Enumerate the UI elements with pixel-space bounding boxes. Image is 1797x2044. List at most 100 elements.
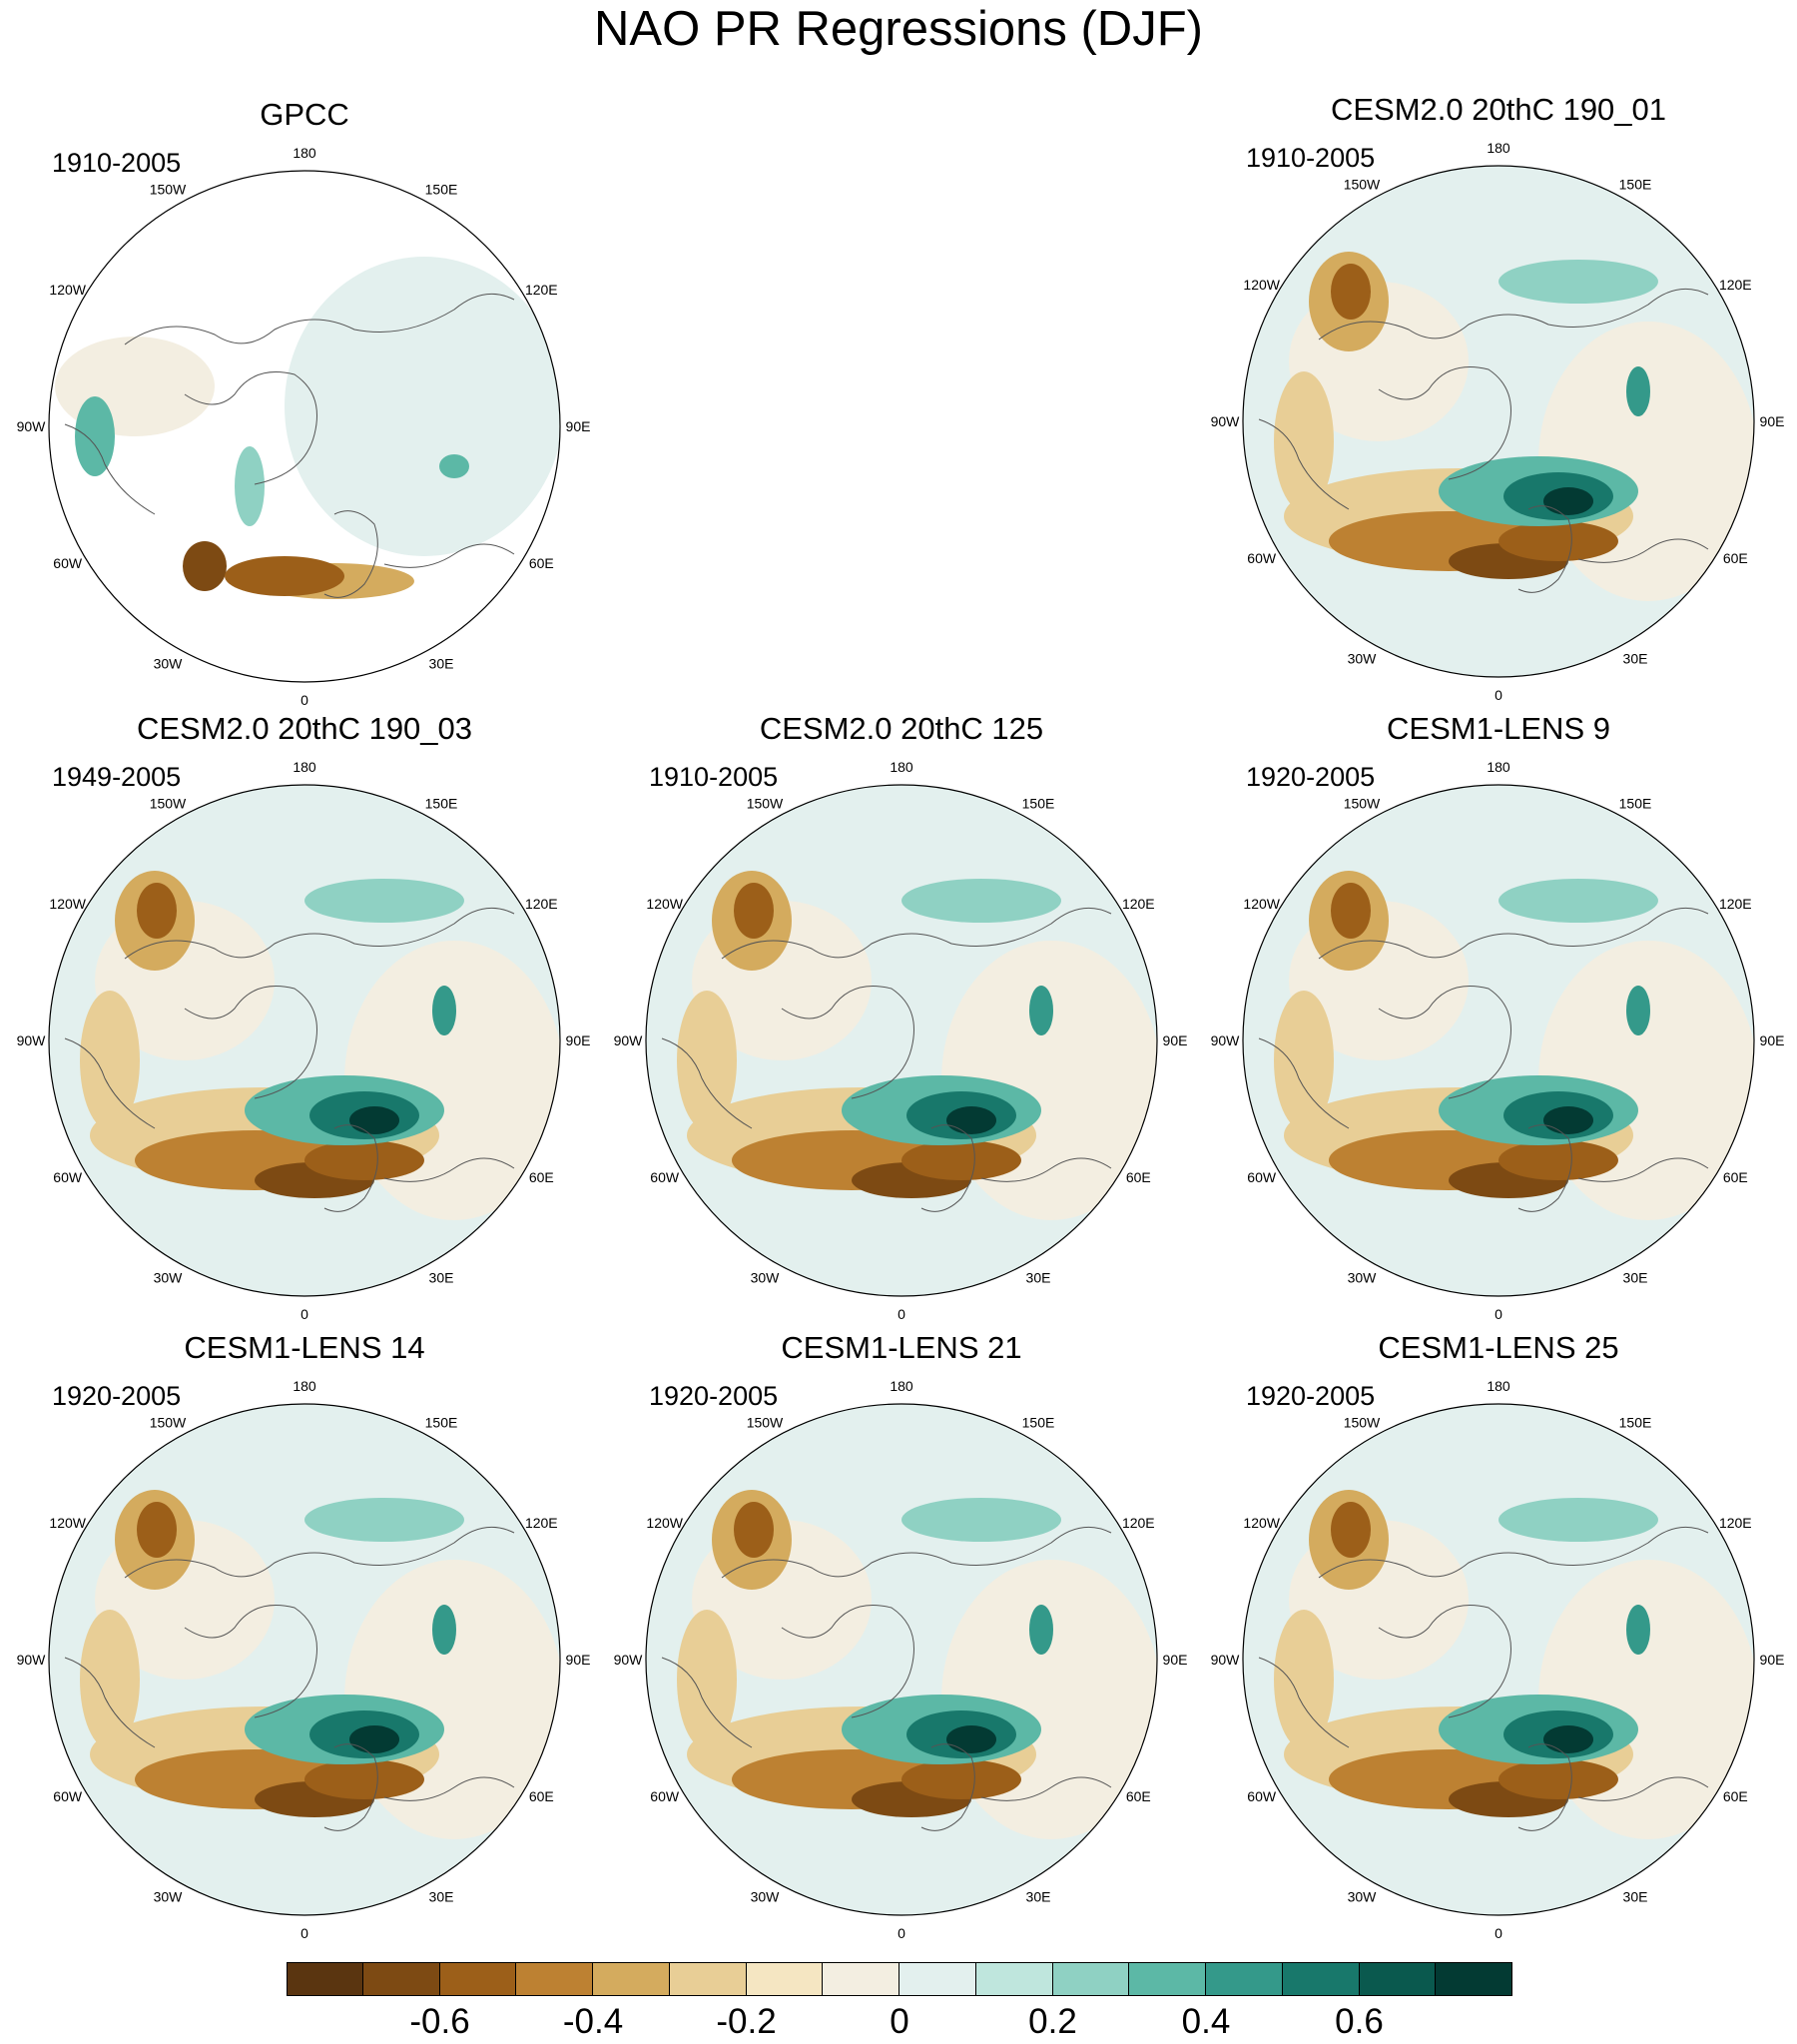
longitude-label: 150W — [1344, 177, 1381, 193]
longitude-label: 60W — [650, 1788, 680, 1804]
longitude-label: 60E — [1723, 1788, 1748, 1804]
longitude-label: 120E — [1719, 277, 1752, 293]
longitude-label: 30E — [429, 1888, 454, 1904]
longitude-label: 120W — [1243, 896, 1280, 912]
panel-title: CESM2.0 20thC 190_01 — [1330, 92, 1667, 127]
colorbar-box — [669, 1962, 747, 1996]
longitude-label: 90E — [1760, 1652, 1785, 1668]
longitude-label: 150W — [150, 182, 187, 198]
longitude-label: 0 — [898, 1925, 905, 1941]
map-panel-gpcc: GPCC 1910-2005 180 150E 120E 90E 60E 30E 0 30W 60W… — [5, 95, 604, 714]
colorbar-box — [593, 1962, 670, 1996]
longitude-label: 180 — [1487, 1378, 1510, 1394]
longitude-label: 30W — [1348, 1888, 1378, 1904]
longitude-label: 0 — [300, 1925, 308, 1941]
longitude-label: 60W — [1247, 1788, 1277, 1804]
longitude-label: 120E — [1719, 1515, 1752, 1531]
longitude-label: 150E — [1619, 796, 1652, 812]
panel-title: CESM2.0 20thC 190_03 — [136, 711, 473, 746]
longitude-label: 60E — [1126, 1788, 1151, 1804]
longitude-label: 90E — [566, 418, 591, 434]
longitude-label: 150W — [150, 1415, 187, 1431]
longitude-label: 150W — [747, 796, 784, 812]
colorbar-tick-label: 0.4 — [1181, 2002, 1231, 2041]
longitude-label: 90E — [566, 1652, 591, 1668]
map-panel-cesm2-190-01: CESM2.0 20thC 190_01 1910-2005 180 150E 120E… — [1199, 90, 1797, 709]
colorbar-box — [439, 1962, 517, 1996]
longitude-label: 60W — [1247, 1169, 1277, 1185]
colorbar-tick-label: -0.6 — [409, 2002, 470, 2041]
longitude-label: 120W — [646, 1515, 683, 1531]
longitude-label: 180 — [293, 1378, 316, 1394]
longitude-label: 90W — [1211, 1032, 1241, 1048]
longitude-label: 120E — [525, 896, 558, 912]
longitude-label: 30E — [429, 655, 454, 671]
longitude-label: 30E — [1623, 650, 1648, 666]
longitude-label: 90E — [1163, 1032, 1188, 1048]
longitude-label: 150E — [1022, 1415, 1055, 1431]
longitude-label: 60E — [1723, 550, 1748, 566]
longitude-label: 180 — [1487, 759, 1510, 775]
longitude-label: 30E — [429, 1269, 454, 1285]
colorbar-box — [746, 1962, 824, 1996]
polar-map: 180 150E 120E 90E 60E 30E 0 30W 60W 90W 120W 150W — [614, 1378, 1188, 1941]
longitude-label: 180 — [293, 759, 316, 775]
polar-map: 180 150E 120E 90E 60E 30E 0 30W 60W 90W 120W 150W — [1211, 1378, 1785, 1941]
longitude-label: 60W — [53, 1169, 83, 1185]
polar-map: 180 150E 120E 90E 60E 30E 0 30W 60W 90W 120W 150W — [1211, 759, 1785, 1322]
longitude-label: 60E — [529, 1788, 554, 1804]
longitude-label: 30W — [154, 1269, 184, 1285]
longitude-label: 60W — [53, 1788, 83, 1804]
longitude-label: 30E — [1026, 1269, 1051, 1285]
longitude-label: 90E — [1163, 1652, 1188, 1668]
longitude-label: 120W — [49, 282, 86, 298]
panel-years: 1949-2005 — [52, 762, 182, 792]
longitude-label: 0 — [300, 1306, 308, 1322]
longitude-label: 150W — [1344, 1415, 1381, 1431]
longitude-label: 150W — [150, 796, 187, 812]
longitude-label: 120E — [1719, 896, 1752, 912]
polar-map: 180 150E 120E 90E 60E 30E 0 30W 60W 90W 120W 150W — [17, 759, 591, 1322]
longitude-label: 90W — [614, 1652, 644, 1668]
longitude-label: 150E — [1022, 796, 1055, 812]
longitude-label: 120W — [1243, 1515, 1280, 1531]
longitude-label: 180 — [890, 759, 913, 775]
colorbar-tick-label: 0.6 — [1335, 2002, 1384, 2041]
colorbar-box — [1206, 1962, 1283, 1996]
colorbar-tick-label: -0.2 — [716, 2002, 777, 2041]
panel-years: 1920-2005 — [649, 1381, 779, 1411]
colorbar-box — [362, 1962, 440, 1996]
longitude-label: 90W — [17, 418, 47, 434]
longitude-label: 0 — [898, 1306, 905, 1322]
polar-map: 180 150E 120E 90E 60E 30E 0 30W 60W 90W 120W 150W — [17, 1378, 591, 1941]
longitude-label: 90W — [17, 1032, 47, 1048]
panel-years: 1910-2005 — [649, 762, 779, 792]
longitude-label: 60W — [650, 1169, 680, 1185]
colorbar-box — [975, 1962, 1053, 1996]
longitude-label: 60E — [529, 1169, 554, 1185]
longitude-label: 30W — [751, 1269, 781, 1285]
longitude-label: 30E — [1026, 1888, 1051, 1904]
longitude-label: 60W — [1247, 550, 1277, 566]
longitude-label: 90E — [566, 1032, 591, 1048]
colorbar-tick-label: 0.2 — [1028, 2002, 1077, 2041]
longitude-label: 150E — [425, 796, 458, 812]
colorbar-box — [899, 1962, 976, 1996]
longitude-label: 30W — [154, 655, 184, 671]
panel-title: CESM2.0 20thC 125 — [759, 711, 1044, 746]
longitude-label: 180 — [1487, 140, 1510, 156]
longitude-label: 30W — [1348, 650, 1378, 666]
map-panel-cesm1-lens-25: CESM1-LENS 25 1920-2005 180 150E 120E 90E 60E 3… — [1199, 1328, 1797, 1947]
map-panel-cesm2-125: CESM2.0 20thC 125 1910-2005 180 150E 120E 90E… — [602, 709, 1201, 1328]
longitude-label: 0 — [1495, 1306, 1502, 1322]
longitude-label: 30W — [751, 1888, 781, 1904]
longitude-label: 90W — [614, 1032, 644, 1048]
longitude-label: 150E — [1619, 1415, 1652, 1431]
colorbar-box — [823, 1962, 899, 1996]
panel-title: CESM1-LENS 21 — [781, 1330, 1022, 1365]
map-panel-cesm2-190-03: CESM2.0 20thC 190_03 1949-2005 180 150E 120E… — [5, 709, 604, 1328]
panel-title: CESM1-LENS 9 — [1387, 711, 1610, 746]
colorbar-box — [1436, 1962, 1512, 1996]
longitude-label: 90W — [1211, 1652, 1241, 1668]
panel-years: 1920-2005 — [52, 1381, 182, 1411]
